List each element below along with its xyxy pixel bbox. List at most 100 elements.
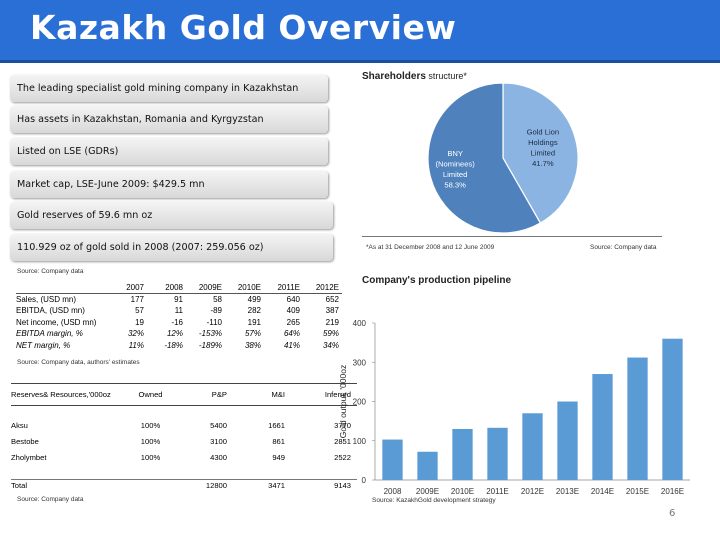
cell: 100%	[140, 421, 161, 430]
bar	[522, 413, 543, 480]
cell: 387	[325, 306, 339, 316]
pie-slice	[502, 82, 579, 224]
financials-source: Source: Company data	[17, 268, 84, 275]
cell: 4300	[210, 453, 227, 462]
cell: 177	[130, 295, 144, 304]
x-tick-label: 2009E	[416, 487, 439, 496]
cell: 57%	[244, 329, 261, 339]
bar	[592, 374, 613, 480]
bar	[487, 427, 508, 480]
x-tick-label: 2012E	[521, 487, 544, 496]
table-row: Aksu 100% 5400 1661 3770	[11, 418, 357, 434]
pp-header: P&P	[177, 383, 233, 406]
page-title: Kazakh Gold Overview	[30, 8, 457, 47]
x-tick-label: 2016E	[661, 487, 684, 496]
cell: 57	[135, 306, 144, 316]
y-tick-label: 300	[353, 358, 367, 367]
cell: -18%	[164, 340, 183, 350]
owned-header: Owned	[124, 383, 177, 406]
cell: -110	[206, 317, 222, 327]
cell: 58	[213, 295, 222, 304]
x-tick-label: 2011E	[486, 487, 509, 496]
cell: -16	[171, 317, 183, 327]
cell: 100%	[140, 453, 161, 462]
cell: 38%	[244, 340, 261, 350]
row-label: EBITDA, (USD mn)	[16, 306, 85, 316]
total-label: Total	[11, 479, 124, 492]
cell: 949	[272, 453, 285, 462]
shareholders-title-main: Shareholders	[362, 71, 426, 82]
cell: 265	[286, 317, 300, 327]
table-row: Net income, (USD mn) 19 -16 -110 191 265…	[16, 317, 342, 329]
shareholders-divider	[362, 236, 662, 237]
deposit-name: Aksu	[11, 421, 28, 430]
year-header: 2009E	[186, 282, 225, 294]
cell: 3471	[233, 479, 297, 492]
cell: 282	[247, 306, 261, 316]
cell: 409	[286, 306, 300, 316]
cell: 11%	[128, 340, 144, 350]
bullet-5: Gold reserves of 59.6 mn oz	[10, 202, 333, 229]
shareholders-footnote: *As at 31 December 2008 and 12 June 2009	[366, 244, 495, 251]
year-header: 2012E	[303, 282, 342, 294]
mi-header: M&I	[233, 383, 297, 406]
cell: 2522	[334, 453, 351, 462]
cell: 652	[325, 295, 339, 304]
page-number: 6	[669, 508, 676, 519]
row-label: NET margin, %	[16, 340, 71, 350]
cell: 2851	[334, 437, 351, 446]
financials-table: 2007 2008 2009E 2010E 2011E 2012E Sales,…	[16, 282, 342, 351]
financials-header-row: 2007 2008 2009E 2010E 2011E 2012E	[16, 282, 342, 294]
cell: 34%	[322, 340, 339, 350]
shareholders-title: Shareholders structure*	[362, 71, 467, 82]
cell: 9143	[297, 479, 357, 492]
cell: 861	[272, 437, 285, 446]
pipeline-title: Company's production pipeline	[362, 275, 512, 286]
cell: 12%	[166, 329, 183, 339]
pie-slice-label: Gold Lion Holdings Limited 41.7%	[527, 128, 560, 169]
x-tick-label: 2015E	[626, 487, 649, 496]
cell: 12800	[177, 479, 233, 492]
cell: 41%	[283, 340, 300, 350]
financials-note: Source: Company data, authors' estimates	[17, 359, 140, 366]
bar	[452, 428, 473, 480]
cell: 32%	[127, 329, 144, 339]
cell: 640	[286, 295, 300, 304]
cell: -89	[210, 306, 222, 316]
row-label: Net income, (USD mn)	[16, 317, 97, 327]
x-tick-label: 2010E	[451, 487, 474, 496]
bullet-3: Listed on LSE (GDRs)	[10, 138, 328, 165]
pie-slice	[427, 82, 542, 234]
table-row: Bestobe 100% 3100 861 2851	[11, 434, 357, 450]
reserves-header-row: Reserves& Resources,'000oz Owned P&P M&I…	[11, 383, 357, 406]
shareholders-source: Source: Company data	[590, 244, 657, 251]
table-row: NET margin, % 11% -18% -189% 38% 41% 34%	[16, 340, 342, 352]
cell: 191	[247, 317, 261, 327]
table-row: Zholymbet 100% 4300 949 2522	[11, 450, 357, 466]
bar	[417, 451, 438, 480]
x-tick-label: 2008	[384, 487, 402, 496]
cell: 499	[247, 295, 261, 304]
bar	[627, 357, 648, 480]
year-header: 2010E	[225, 282, 264, 294]
inferred-header: Inferred	[297, 383, 357, 406]
bar	[557, 401, 578, 480]
year-header: 2011E	[264, 282, 303, 294]
cell: 1661	[268, 421, 285, 430]
cell: 19	[135, 317, 144, 327]
pie-slice-label: BNY (Nominees) Limited 58.3%	[436, 149, 476, 190]
y-tick-label: 0	[362, 476, 367, 485]
cell: 5400	[210, 421, 227, 430]
row-label: EBITDA margin, %	[16, 329, 83, 339]
deposit-name: Bestobe	[11, 437, 39, 446]
x-tick-label: 2013E	[556, 487, 579, 496]
bullet-4: Market cap, LSE-June 2009: $429.5 mn	[10, 171, 328, 198]
cell: -189%	[198, 340, 222, 350]
year-header: 2007	[108, 282, 147, 294]
deposit-name: Zholymbet	[11, 453, 47, 462]
cell: 219	[325, 317, 339, 327]
cell	[124, 479, 177, 492]
cell: 11	[174, 306, 183, 316]
x-tick-label: 2014E	[591, 487, 614, 496]
y-tick-label: 400	[353, 319, 367, 328]
